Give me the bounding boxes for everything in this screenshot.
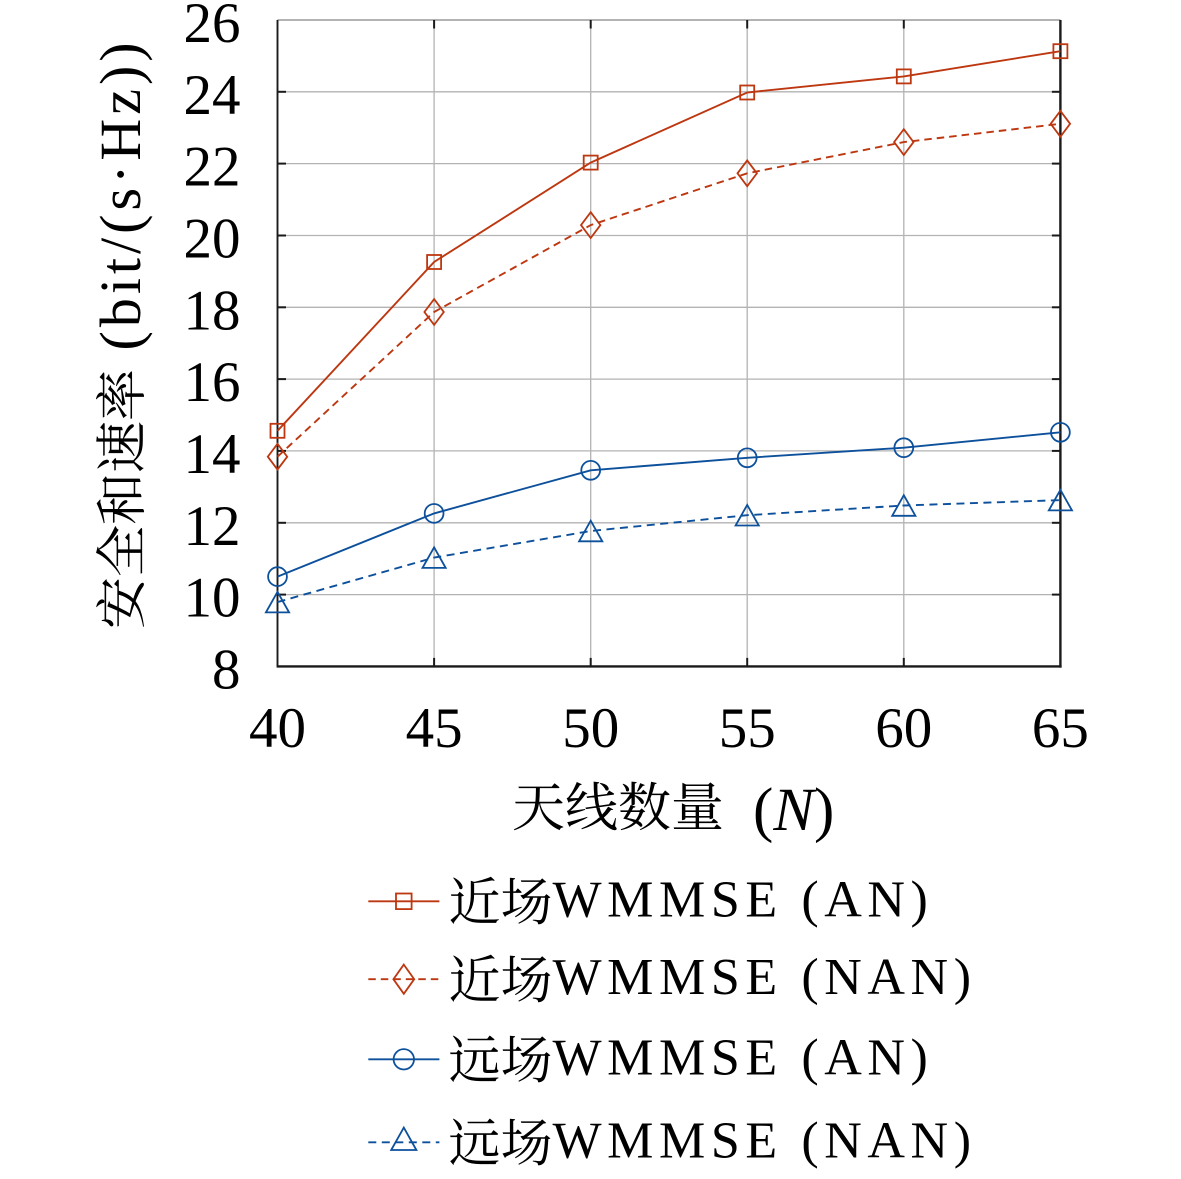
svg-text:26: 26 bbox=[184, 0, 241, 55]
svg-text:45: 45 bbox=[406, 697, 463, 760]
svg-text:(bit/(s·Hz)): (bit/(s·Hz)) bbox=[88, 38, 153, 369]
svg-text:12: 12 bbox=[184, 495, 241, 558]
svg-text:40: 40 bbox=[249, 697, 306, 760]
svg-text:14: 14 bbox=[184, 423, 241, 486]
svg-text:60: 60 bbox=[875, 697, 932, 760]
svg-text:10: 10 bbox=[184, 567, 241, 630]
svg-text:22: 22 bbox=[184, 136, 241, 199]
svg-text:WMMSE (NAN): WMMSE (NAN) bbox=[553, 949, 977, 1006]
svg-text:16: 16 bbox=[184, 351, 241, 414]
svg-text:8: 8 bbox=[212, 638, 241, 701]
svg-text:WMMSE (AN): WMMSE (AN) bbox=[553, 1029, 934, 1086]
svg-text:(N): (N) bbox=[753, 777, 834, 844]
svg-text:20: 20 bbox=[184, 208, 241, 271]
svg-text:WMMSE (AN): WMMSE (AN) bbox=[553, 871, 934, 928]
svg-text:24: 24 bbox=[184, 64, 241, 127]
svg-text:55: 55 bbox=[719, 697, 776, 760]
svg-text:65: 65 bbox=[1032, 697, 1089, 760]
svg-text:WMMSE (NAN): WMMSE (NAN) bbox=[553, 1112, 977, 1169]
svg-text:18: 18 bbox=[184, 279, 241, 342]
svg-text:50: 50 bbox=[562, 697, 619, 760]
